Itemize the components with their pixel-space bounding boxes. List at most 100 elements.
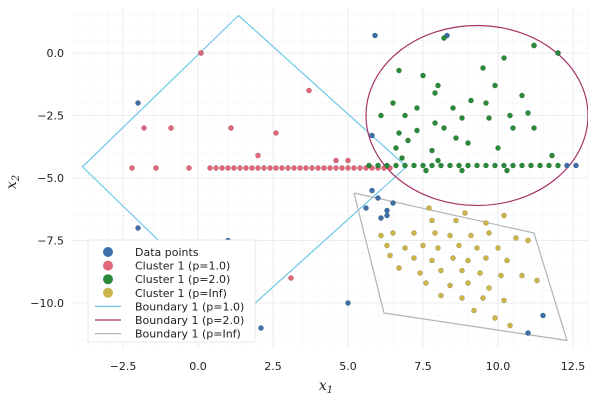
data-point — [459, 115, 464, 120]
data-point — [135, 100, 140, 105]
data-point — [510, 125, 515, 130]
data-point — [414, 105, 419, 110]
y-tick-label: −7.5 — [37, 235, 64, 248]
data-point — [339, 165, 344, 170]
data-point — [468, 98, 473, 103]
data-point — [303, 165, 308, 170]
legend-marker — [103, 247, 113, 257]
data-point — [333, 165, 338, 170]
data-point — [504, 168, 509, 173]
data-point — [546, 163, 551, 168]
data-point — [375, 163, 380, 168]
data-point — [279, 165, 284, 170]
data-point — [450, 255, 455, 260]
data-point — [474, 245, 479, 250]
data-point — [480, 65, 485, 70]
y-tick-label: −2.5 — [37, 110, 64, 123]
data-point — [402, 163, 407, 168]
data-point — [423, 280, 428, 285]
data-point — [219, 165, 224, 170]
legend-entry: Data points — [135, 246, 199, 259]
data-point — [462, 210, 467, 215]
data-point — [555, 163, 560, 168]
data-point — [429, 163, 434, 168]
data-point — [474, 163, 479, 168]
data-point — [459, 295, 464, 300]
data-point — [534, 278, 539, 283]
data-point — [555, 50, 560, 55]
data-point — [498, 273, 503, 278]
data-point — [519, 273, 524, 278]
data-point — [501, 213, 506, 218]
data-point — [519, 163, 524, 168]
y-tick-label: −10.0 — [30, 297, 64, 310]
data-point — [450, 105, 455, 110]
data-point — [237, 165, 242, 170]
data-point — [417, 270, 422, 275]
data-point — [384, 243, 389, 248]
data-point — [129, 165, 134, 170]
data-point — [135, 225, 140, 230]
data-point — [531, 43, 536, 48]
data-point — [492, 315, 497, 320]
data-point — [225, 165, 230, 170]
data-point — [168, 125, 173, 130]
data-point — [153, 165, 158, 170]
data-point — [258, 325, 263, 330]
data-point — [510, 163, 515, 168]
legend-marker — [103, 274, 113, 284]
data-point — [327, 165, 332, 170]
data-point — [321, 165, 326, 170]
data-point — [414, 128, 419, 133]
data-point — [525, 110, 530, 115]
data-point — [441, 125, 446, 130]
data-point — [573, 163, 578, 168]
data-point — [465, 280, 470, 285]
data-point — [486, 115, 491, 120]
data-point — [483, 220, 488, 225]
data-point — [402, 113, 407, 118]
x-tick-label: 10.0 — [486, 360, 511, 373]
data-point — [396, 68, 401, 73]
data-point — [375, 195, 380, 200]
legend-marker — [103, 261, 113, 271]
data-point — [345, 300, 350, 305]
data-point — [447, 283, 452, 288]
data-point — [198, 50, 203, 55]
data-point — [231, 165, 236, 170]
data-point — [540, 313, 545, 318]
legend-entry: Boundary 1 (p=1.0) — [135, 300, 244, 313]
data-point — [363, 205, 368, 210]
legend-entry: Cluster 1 (p=2.0) — [135, 273, 230, 286]
data-point — [369, 133, 374, 138]
data-point — [501, 298, 506, 303]
x-axis-label: x1 — [319, 378, 333, 396]
data-point — [261, 165, 266, 170]
data-point — [378, 233, 383, 238]
data-point — [465, 140, 470, 145]
data-point — [447, 233, 452, 238]
data-point — [213, 165, 218, 170]
data-point — [255, 153, 260, 158]
data-point — [345, 165, 350, 170]
data-point — [369, 188, 374, 193]
data-point — [456, 163, 461, 168]
data-point — [393, 163, 398, 168]
data-point — [483, 255, 488, 260]
data-point — [141, 125, 146, 130]
data-point — [435, 245, 440, 250]
data-point — [345, 158, 350, 163]
legend-entry: Cluster 1 (p=Inf) — [135, 287, 227, 300]
x-tick-label: −2.5 — [110, 360, 137, 373]
data-point — [297, 165, 302, 170]
data-point — [333, 158, 338, 163]
data-point — [459, 268, 464, 273]
data-point — [390, 100, 395, 105]
data-point — [411, 230, 416, 235]
data-point — [435, 158, 440, 163]
data-point — [519, 93, 524, 98]
data-point — [471, 308, 476, 313]
data-point — [249, 165, 254, 170]
data-point — [186, 165, 191, 170]
